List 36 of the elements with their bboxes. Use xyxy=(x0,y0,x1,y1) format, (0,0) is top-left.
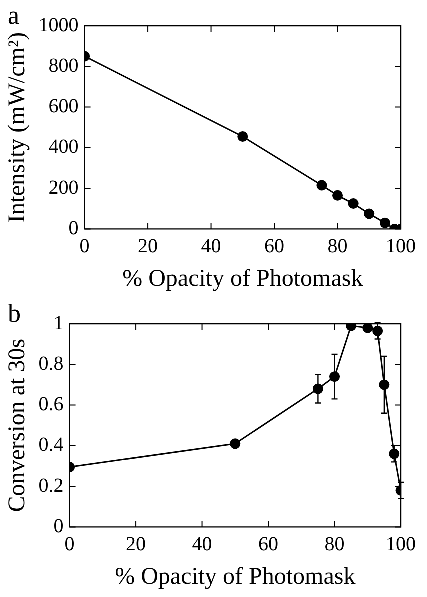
x-tick-label: 80 xyxy=(328,235,348,258)
point xyxy=(316,180,328,191)
x-tick-label: 40 xyxy=(192,533,212,556)
text: b xyxy=(8,298,21,328)
point xyxy=(348,198,359,210)
y-axis-title: Intensity (mW/cm²) xyxy=(4,32,31,223)
y-tick-label: 400 xyxy=(48,136,79,158)
x-tick-label: 100 xyxy=(386,533,416,556)
y-tick-label: 600 xyxy=(48,96,79,118)
x-tick-label: 20 xyxy=(126,533,146,556)
point xyxy=(238,131,248,142)
y-tick-label: 0.4 xyxy=(38,434,64,456)
x-tick-label: 20 xyxy=(138,235,158,258)
point xyxy=(364,208,375,220)
point xyxy=(332,190,344,201)
y-tick-label: 0.2 xyxy=(38,474,64,497)
y-tick-label: 1 xyxy=(54,312,64,334)
y-tick-label: 0.8 xyxy=(38,352,64,375)
x-tick-label: 60 xyxy=(264,235,285,258)
y-tick-label: 0 xyxy=(54,515,64,538)
x-tick-label: 80 xyxy=(324,533,345,556)
x-axis-title: % Opacity of Photomask xyxy=(122,266,364,292)
y-tick-label: 0 xyxy=(68,217,79,240)
y-tick-label: 200 xyxy=(48,176,79,199)
point xyxy=(362,324,374,334)
x-axis-title: % Opacity of Photomask xyxy=(115,564,356,590)
x-tick-label: 40 xyxy=(201,235,222,258)
x-tick-label: 60 xyxy=(258,533,279,556)
text: a xyxy=(8,0,20,30)
x-tick-label: 100 xyxy=(386,235,416,258)
y-tick-label: 800 xyxy=(48,54,79,77)
y-axis-title: Conversion at 30s xyxy=(4,338,31,512)
point xyxy=(380,218,390,228)
point xyxy=(230,438,241,450)
y-tick-label: 0.6 xyxy=(38,394,64,416)
y-tick-label: 1000 xyxy=(38,14,79,36)
